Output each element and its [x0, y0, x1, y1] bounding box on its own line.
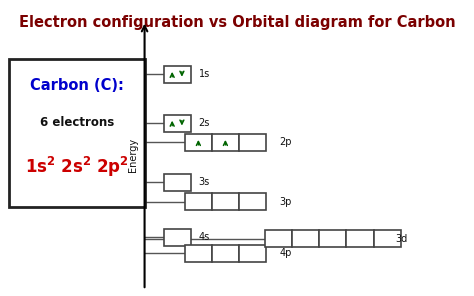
Text: Electron configuration vs Orbital diagram for Carbon: Electron configuration vs Orbital diagra…: [18, 15, 456, 30]
Bar: [164, 174, 191, 191]
Text: $\mathbf{1s^2\ 2s^2\ 2p^2}$: $\mathbf{1s^2\ 2s^2\ 2p^2}$: [25, 155, 129, 179]
Bar: [164, 229, 191, 246]
Text: 1s: 1s: [199, 69, 210, 79]
Bar: [185, 245, 212, 262]
Bar: [239, 193, 266, 210]
Bar: [319, 230, 346, 247]
Text: 4s: 4s: [199, 232, 210, 242]
Bar: [164, 66, 191, 83]
Text: 3d: 3d: [395, 234, 408, 244]
Bar: [9, 59, 145, 207]
Bar: [212, 134, 239, 151]
Text: 6 electrons: 6 electrons: [40, 116, 114, 129]
Bar: [164, 115, 191, 132]
Bar: [212, 245, 239, 262]
Bar: [239, 134, 266, 151]
Text: 3s: 3s: [199, 177, 210, 187]
Bar: [239, 245, 266, 262]
Text: 4p: 4p: [279, 248, 292, 258]
Bar: [374, 230, 401, 247]
Text: 3p: 3p: [279, 197, 292, 207]
Bar: [292, 230, 319, 247]
Text: 2s: 2s: [199, 118, 210, 128]
Bar: [185, 134, 212, 151]
Text: 2p: 2p: [279, 137, 292, 147]
Bar: [265, 230, 292, 247]
Bar: [185, 193, 212, 210]
Bar: [346, 230, 374, 247]
Bar: [212, 193, 239, 210]
Text: Energy: Energy: [128, 138, 138, 173]
Text: Carbon (C):: Carbon (C):: [30, 78, 124, 93]
